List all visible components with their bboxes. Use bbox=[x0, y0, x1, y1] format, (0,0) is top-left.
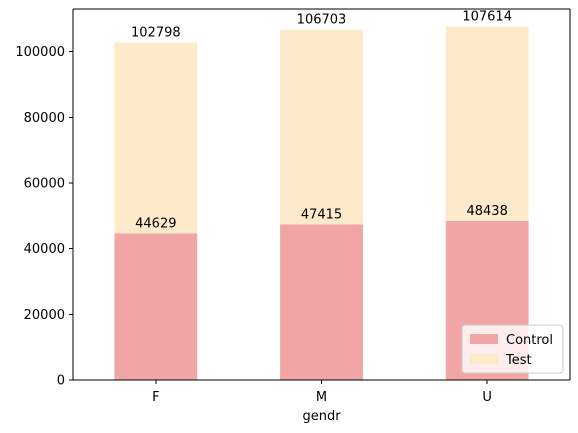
bar-test-u bbox=[445, 26, 529, 221]
bar-control-f bbox=[114, 233, 198, 380]
bar-test-f bbox=[114, 42, 198, 234]
y-tick-label: 0 bbox=[57, 374, 65, 389]
y-tick-label: 60000 bbox=[24, 177, 65, 192]
data-label-test-u: 107614 bbox=[462, 10, 512, 25]
y-tick-label: 100000 bbox=[15, 45, 65, 60]
bar-control-m bbox=[280, 224, 363, 380]
data-label-test-f: 102798 bbox=[131, 26, 181, 41]
x-tick-label-m: M bbox=[316, 390, 327, 405]
x-tick-label-u: U bbox=[482, 390, 492, 405]
legend-label-test: Test bbox=[505, 353, 532, 368]
axes-layer: 0 20000 40000 60000 80000 100000 F M U bbox=[15, 8, 571, 405]
data-label-test-m: 106703 bbox=[297, 13, 347, 28]
data-label-control-f: 44629 bbox=[135, 216, 176, 231]
legend-swatch-control bbox=[470, 334, 498, 344]
legend-swatch-test bbox=[470, 354, 498, 364]
x-tick-label-f: F bbox=[152, 390, 159, 405]
legend: Control Test bbox=[461, 324, 564, 374]
legend-label-control: Control bbox=[506, 333, 553, 348]
y-tick-label: 40000 bbox=[24, 242, 65, 257]
data-label-control-u: 48438 bbox=[466, 204, 507, 219]
x-axis-label: gendr bbox=[302, 409, 341, 424]
bar-test-m bbox=[280, 29, 363, 225]
data-labels-layer: 44629 47415 48438 102798 106703 107614 bbox=[131, 10, 512, 232]
y-tick-label: 20000 bbox=[24, 308, 65, 323]
data-label-control-m: 47415 bbox=[301, 207, 342, 222]
y-tick-label: 80000 bbox=[24, 111, 65, 126]
bars-layer bbox=[114, 26, 529, 380]
